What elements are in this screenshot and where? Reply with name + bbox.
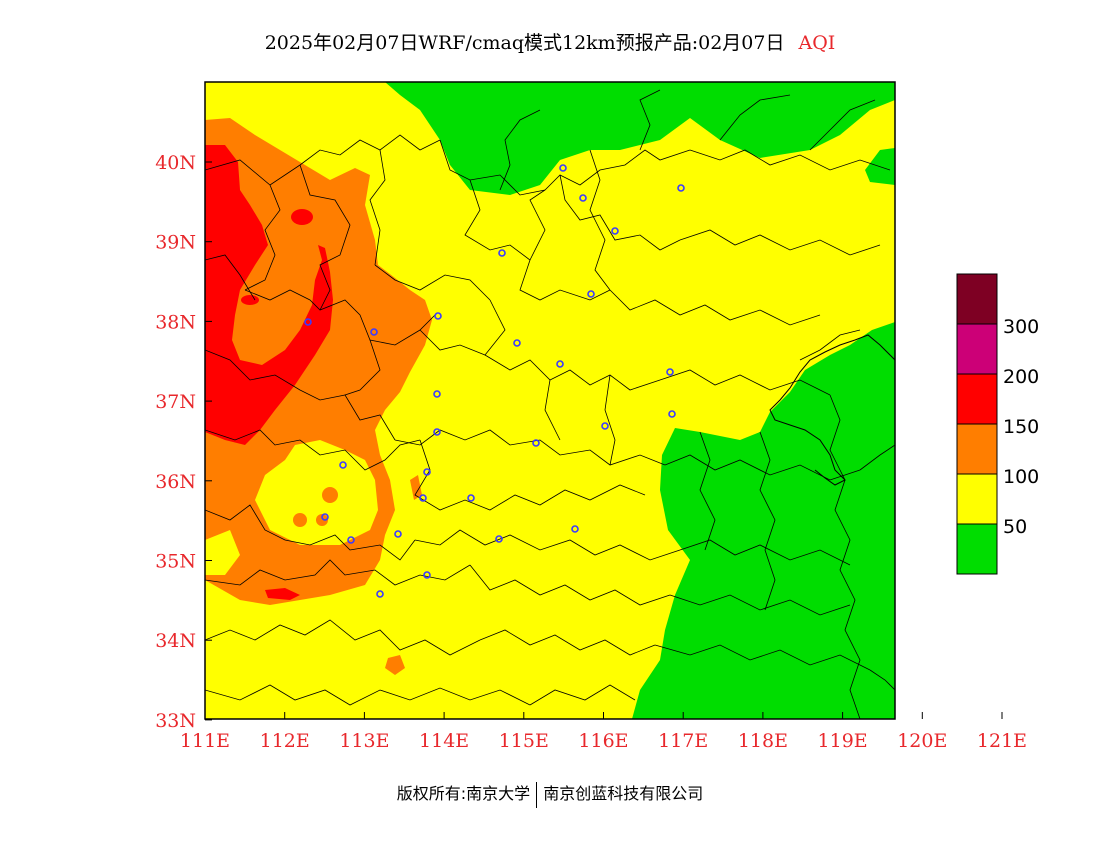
city-marker [495,535,503,543]
x-axis-label: 118E [738,730,788,752]
aqi-spot-100-150 [322,487,338,503]
city-marker [513,339,521,347]
city-marker [571,525,579,533]
copyright-right: 南京创蓝科技有限公司 [543,784,704,803]
city-marker [433,428,441,436]
aqi-region-0-50-east [632,322,895,719]
copyright-left: 版权所有:南京大学 [396,784,531,803]
x-axis-label: 121E [977,730,1027,752]
map-frame [204,81,896,720]
aqi-spot-150-200 [265,588,300,600]
y-axis-label: 37N [155,391,196,413]
legend-box-200-300 [957,324,997,374]
footer-separator [536,781,538,808]
aqi-region-0-50-north [385,82,895,195]
legend-box-0-50 [957,524,997,574]
x-axis-label: 111E [180,730,230,752]
x-axis-label: 114E [419,730,469,752]
aqi-spot-150-200 [291,209,313,225]
city-marker [668,410,676,418]
title-variable: AQI [798,32,836,54]
aqi-region-100-150-small-blob [410,475,422,500]
city-marker [611,227,619,235]
city-marker [666,368,674,376]
city-marker [376,590,384,598]
city-markers [304,164,685,598]
copyright-footer: 版权所有:南京大学 南京创蓝科技有限公司 [0,780,1100,808]
legend-label-150: 150 [1003,416,1039,438]
aqi-legend: 300 200 150 100 50 [956,273,1039,575]
y-axis-label: 39N [155,232,196,254]
legend-box-100-150 [957,424,997,474]
map-plot-area [205,82,895,719]
coastline [769,334,895,486]
city-marker [394,530,402,538]
city-marker [498,249,506,257]
legend-box-50-100 [957,474,997,524]
legend-label-200: 200 [1003,366,1039,388]
aqi-region-50-100-pocket-1 [255,440,378,545]
x-axis-label: 113E [339,730,389,752]
city-marker [601,422,609,430]
x-axis-label: 120E [897,730,947,752]
city-marker [321,513,329,521]
city-marker [423,571,431,579]
legend-label-300: 300 [1003,316,1039,338]
legend-label-100: 100 [1003,466,1039,488]
aqi-region-50-100-pocket-2 [205,530,240,575]
x-axis-label: 112E [260,730,310,752]
city-marker [556,360,564,368]
city-marker [347,536,355,544]
city-marker [339,461,347,469]
city-marker [434,312,442,320]
y-axis-label: 38N [155,311,196,333]
y-axis-label: 35N [155,551,196,573]
legend-box-300-plus [957,274,997,324]
city-marker [532,439,540,447]
x-axis: 111E 112E 113E 114E 115E 116E 117E 118E 119E 120E… [180,712,1027,752]
city-marker [467,494,475,502]
city-marker [587,290,595,298]
x-axis-label: 115E [499,730,549,752]
title-text: 2025年02月07日WRF/cmaq模式12km预报产品:02月07日 [264,32,785,54]
aqi-region-150-200-west [205,145,333,445]
y-axis-label: 34N [155,630,196,652]
x-axis-label: 117E [658,730,708,752]
aqi-region-100-150-south-blob [385,655,405,675]
map-title: 2025年02月07日WRF/cmaq模式12km预报产品:02月07日 AQI [0,28,1100,55]
city-marker [433,390,441,398]
city-marker [559,164,567,172]
city-marker [423,468,431,476]
y-axis-label: 36N [155,471,196,493]
legend-box-150-200 [957,374,997,424]
y-axis-label: 33N [155,710,196,732]
legend-label-50: 50 [1003,516,1027,538]
aqi-spot-150-200 [241,295,259,305]
city-marker [677,184,685,192]
aqi-spot-100-150 [316,514,328,526]
x-axis-label: 119E [818,730,868,752]
city-marker [370,328,378,336]
x-axis-label: 116E [578,730,628,752]
y-axis-label: 40N [155,152,196,174]
city-marker [304,318,312,326]
city-marker [419,494,427,502]
y-axis: 40N 39N 38N 37N 36N 35N 34N 33N [155,152,212,732]
aqi-spot-100-150 [293,513,307,527]
city-marker [579,194,587,202]
